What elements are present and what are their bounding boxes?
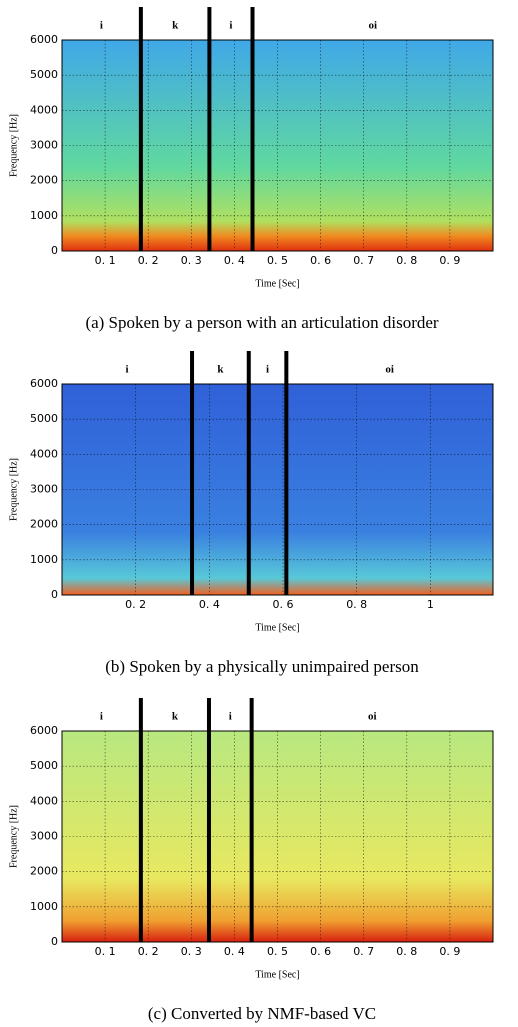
y-tick-label: 4000 xyxy=(30,794,58,807)
segment-label: i xyxy=(229,711,232,723)
x-tick-label: 0. 7 xyxy=(353,254,374,267)
x-tick-label: 0. 2 xyxy=(125,598,146,611)
segment-label: i xyxy=(100,711,103,723)
x-tick-label: 0. 2 xyxy=(138,254,159,267)
x-tick-label: 0. 5 xyxy=(267,945,288,958)
x-tick-label: 0. 1 xyxy=(95,945,116,958)
y-tick-label: 5000 xyxy=(30,412,58,425)
caption: (b) Spoken by a physically unimpaired pe… xyxy=(105,657,419,676)
x-tick-label: 0. 3 xyxy=(181,945,202,958)
segment-label: i xyxy=(229,20,232,32)
x-tick-label: 0. 7 xyxy=(353,945,374,958)
x-tick-label: 0. 8 xyxy=(396,945,417,958)
y-axis-label: Frequency [Hz] xyxy=(8,805,19,868)
x-tick-label: 0. 9 xyxy=(439,254,460,267)
x-tick-label: 0. 1 xyxy=(95,254,116,267)
segment-label: k xyxy=(172,711,179,723)
y-tick-label: 1000 xyxy=(30,209,58,222)
x-tick-label: 0. 4 xyxy=(199,598,220,611)
y-tick-label: 3000 xyxy=(30,830,58,843)
x-tick-label: 1 xyxy=(427,598,434,611)
y-tick-label: 6000 xyxy=(30,377,58,390)
x-axis-label: Time [Sec] xyxy=(255,969,299,980)
y-tick-label: 1000 xyxy=(30,900,58,913)
segment-label: oi xyxy=(368,20,377,32)
y-tick-label: 6000 xyxy=(30,724,58,737)
segment-label: i xyxy=(125,364,128,376)
x-tick-label: 0. 6 xyxy=(273,598,294,611)
y-tick-label: 4000 xyxy=(30,103,58,116)
y-tick-label: 5000 xyxy=(30,759,58,772)
y-tick-label: 0 xyxy=(51,935,58,948)
x-axis-label: Time [Sec] xyxy=(255,622,299,633)
y-tick-label: 3000 xyxy=(30,139,58,152)
y-tick-label: 0 xyxy=(51,588,58,601)
spectrogram-panel: 0 1000 2000 3000 4000 5000 6000 0. 2 0. 4 0. 6 0. … xyxy=(8,351,493,676)
spectrogram-panel: 0 1000 2000 3000 4000 5000 6000 0. 1 0. 2 0. 3 0. … xyxy=(8,698,493,1023)
x-tick-label: 0. 6 xyxy=(310,945,331,958)
x-tick-label: 0. 2 xyxy=(138,945,159,958)
x-tick-label: 0. 5 xyxy=(267,254,288,267)
x-tick-label: 0. 3 xyxy=(181,254,202,267)
segment-label: oi xyxy=(368,711,377,723)
x-tick-label: 0. 8 xyxy=(396,254,417,267)
y-tick-label: 4000 xyxy=(30,447,58,460)
y-axis-label: Frequency [Hz] xyxy=(8,114,19,177)
segment-label: k xyxy=(217,364,224,376)
y-tick-label: 3000 xyxy=(30,483,58,496)
caption: (c) Converted by NMF-based VC xyxy=(148,1004,376,1023)
segment-label: oi xyxy=(385,364,394,376)
caption: (a) Spoken by a person with an articulat… xyxy=(85,313,438,332)
x-tick-label: 0. 9 xyxy=(439,945,460,958)
y-tick-label: 2000 xyxy=(30,865,58,878)
x-tick-label: 0. 6 xyxy=(310,254,331,267)
x-tick-label: 0. 4 xyxy=(224,945,245,958)
spectrogram xyxy=(62,384,493,595)
segment-label: i xyxy=(266,364,269,376)
x-tick-label: 0. 4 xyxy=(224,254,245,267)
y-tick-label: 6000 xyxy=(30,33,58,46)
segment-label: k xyxy=(172,20,179,32)
segment-label: i xyxy=(100,20,103,32)
spectrogram-panel: 0 1000 2000 3000 4000 5000 6000 0. 1 0. 2 0. 3 0. … xyxy=(8,7,493,332)
y-tick-label: 1000 xyxy=(30,553,58,566)
y-tick-label: 0 xyxy=(51,244,58,257)
x-axis-label: Time [Sec] xyxy=(255,278,299,289)
y-tick-label: 5000 xyxy=(30,68,58,81)
x-tick-label: 0. 8 xyxy=(346,598,367,611)
y-axis-label: Frequency [Hz] xyxy=(8,458,19,521)
figure: 0 1000 2000 3000 4000 5000 6000 0. 1 0. 2 0. 3 0. … xyxy=(0,0,518,1027)
y-tick-label: 2000 xyxy=(30,174,58,187)
y-tick-label: 2000 xyxy=(30,518,58,531)
